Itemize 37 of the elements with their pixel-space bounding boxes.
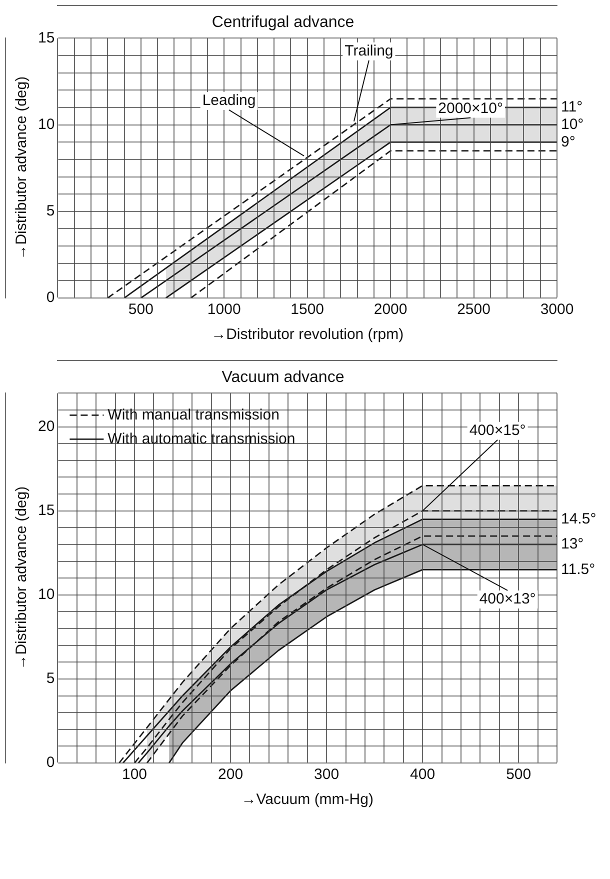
annotation: 11° [561, 98, 583, 116]
y-tick-label: 0 [46, 754, 55, 772]
annotation: 400×15° [469, 422, 526, 440]
y-axis-title: →Distributor advance (deg) [13, 76, 30, 260]
x-tick-label: 3000 [540, 301, 574, 318]
annotation: 10° [561, 116, 584, 133]
x-tick-label: 2000 [374, 301, 408, 318]
y-tick-label: 15 [38, 502, 55, 520]
annotation: Trailing [344, 42, 394, 60]
annotation: 2000×10° [438, 100, 503, 117]
x-axis-title: →Distributor revolution (rpm) [211, 326, 404, 344]
x-tick-label: 2500 [457, 301, 490, 318]
y-axis-title: →Distributor advance (deg) [13, 486, 30, 670]
x-axis-title: →Vacuum (mm-Hg) [241, 791, 374, 808]
annotation: 13° [561, 536, 584, 553]
y-tick-label: 0 [46, 289, 55, 306]
x-tick-label: 1500 [290, 301, 324, 318]
chart-title: Centrifugal advance [212, 14, 354, 32]
x-tick-label: 500 [128, 301, 154, 318]
annotation: 9° [561, 133, 576, 150]
y-tick-label: 5 [46, 670, 55, 688]
x-tick-label: 1000 [207, 301, 241, 318]
x-tick-label: 100 [122, 766, 148, 784]
y-tick-label: 10 [38, 116, 55, 133]
annotation: Leading [202, 92, 256, 110]
y-tick-label: 20 [38, 418, 55, 435]
x-tick-label: 400 [410, 766, 436, 784]
y-tick-label: 10 [38, 586, 55, 604]
x-tick-label: 300 [314, 766, 340, 784]
chart-title: Vacuum advance [222, 369, 344, 386]
x-tick-label: 500 [506, 766, 532, 784]
annotation: 14.5° [561, 510, 596, 528]
annotation: 11.5° [561, 560, 596, 578]
y-tick-label: 15 [38, 29, 55, 46]
annotation: 400×13° [479, 590, 536, 608]
x-tick-label: 200 [218, 766, 244, 784]
y-tick-label: 5 [46, 202, 55, 220]
